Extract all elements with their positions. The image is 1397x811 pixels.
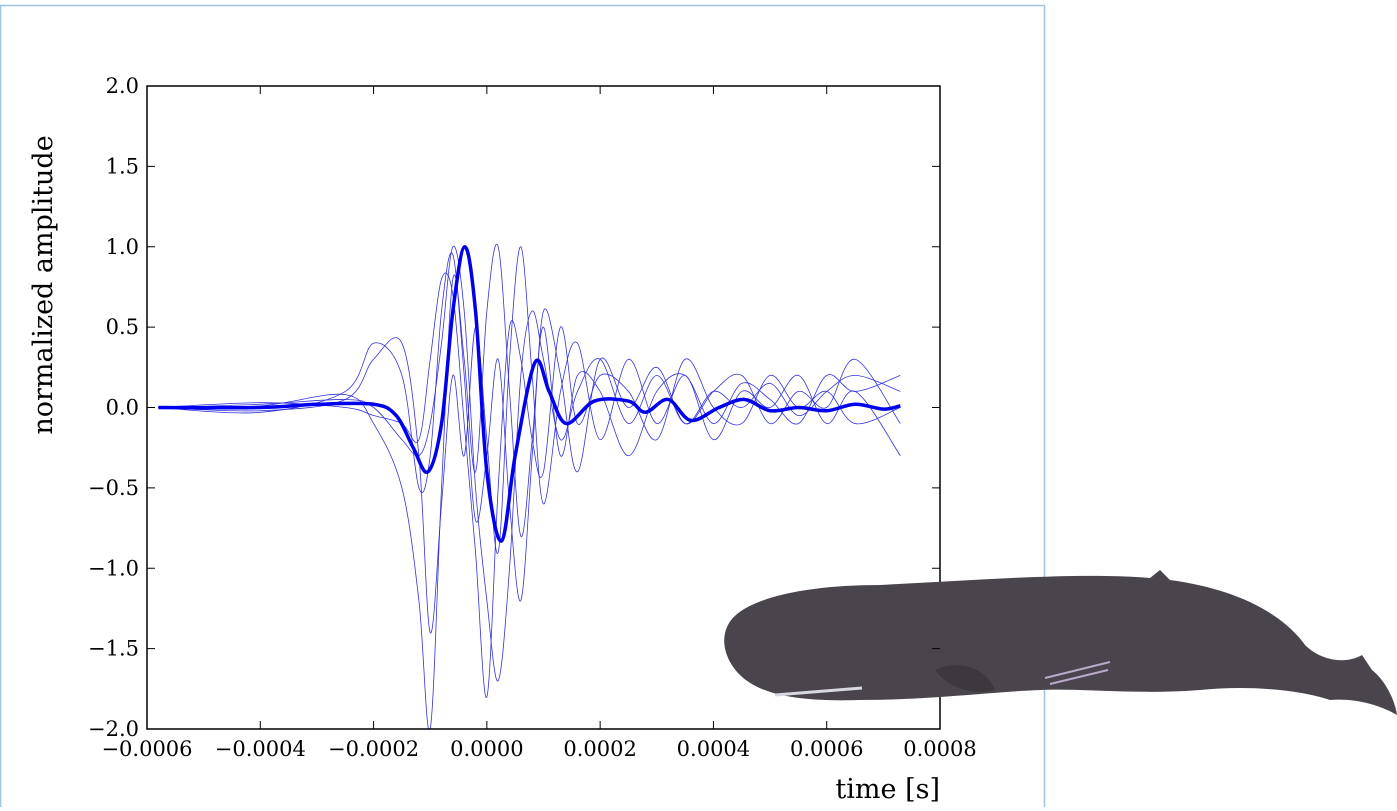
x-tick-label: 0.0008 bbox=[903, 737, 976, 761]
signal-line bbox=[158, 245, 901, 543]
y-axis-label: normalized amplitude bbox=[28, 135, 59, 434]
y-tick-label: 1.5 bbox=[106, 154, 139, 178]
y-tick-label: 0.5 bbox=[106, 315, 139, 339]
y-tick-label: −1.0 bbox=[88, 556, 139, 580]
y-tick-label: 0.0 bbox=[106, 396, 139, 420]
x-axis-label: time [s] bbox=[835, 774, 940, 805]
y-tick-label: −2.0 bbox=[88, 717, 139, 741]
y-tick-label: −0.5 bbox=[88, 476, 139, 500]
x-tick-label: 0.0000 bbox=[450, 737, 523, 761]
x-tick-label: 0.0004 bbox=[677, 737, 750, 761]
x-tick-label: −0.0004 bbox=[215, 737, 306, 761]
plot-area bbox=[158, 243, 901, 729]
x-tick-label: 0.0006 bbox=[790, 737, 863, 761]
y-tick-label: 2.0 bbox=[106, 74, 139, 98]
y-tick-label: −1.5 bbox=[88, 637, 139, 661]
signal-line bbox=[158, 243, 901, 729]
x-tick-label: 0.0002 bbox=[563, 737, 636, 761]
series-group bbox=[158, 243, 901, 729]
x-tick-label: −0.0006 bbox=[101, 737, 192, 761]
y-tick-label: 1.0 bbox=[106, 235, 139, 259]
signal-line bbox=[158, 246, 901, 634]
signal-line bbox=[158, 272, 901, 698]
x-tick-label: −0.0002 bbox=[328, 737, 419, 761]
whale bbox=[724, 570, 1397, 715]
signal-line bbox=[158, 252, 901, 602]
